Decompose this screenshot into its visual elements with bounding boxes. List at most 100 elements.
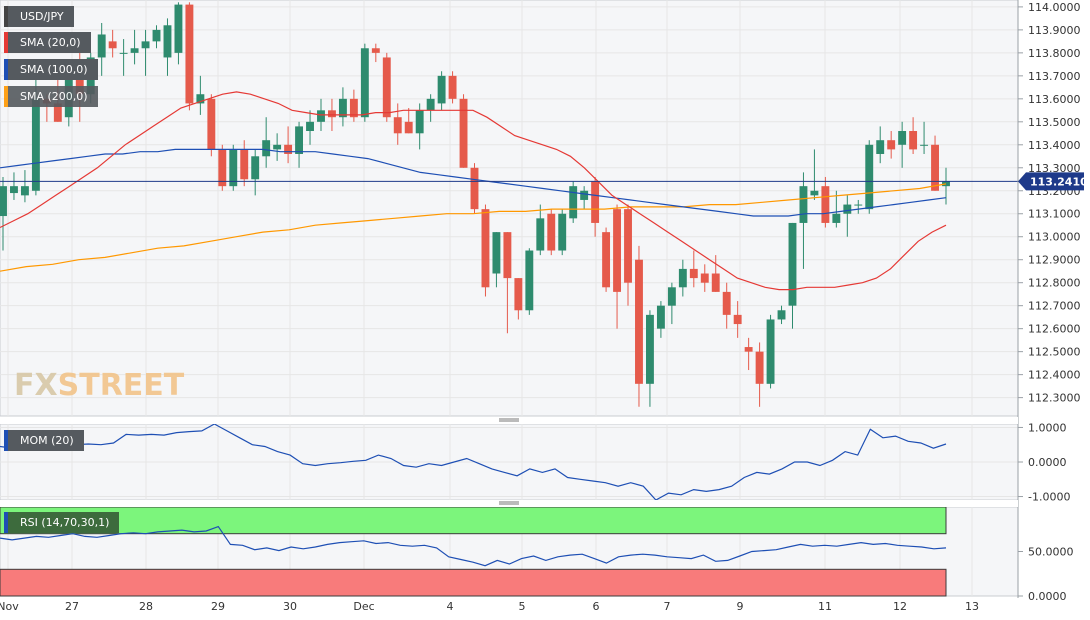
candle-body [141, 41, 150, 49]
candle-body [700, 273, 709, 283]
watermark-street: STREET [58, 368, 185, 403]
candle-body [317, 110, 325, 122]
candle-body [876, 140, 885, 154]
x-tick-label: 12 [893, 600, 907, 613]
candle-body [755, 351, 764, 384]
x-tick-label: 11 [818, 600, 832, 613]
candle-body [547, 213, 556, 251]
candle-body [404, 121, 413, 134]
candle-body [635, 259, 643, 384]
x-tick-label: 7 [664, 600, 671, 613]
y-tick-label: 113.6000 [1028, 93, 1081, 106]
x-tick-label: Nov [0, 600, 19, 613]
y-tick-label: 112.5000 [1028, 346, 1081, 359]
candle-body [207, 98, 216, 150]
candle-body [613, 209, 621, 292]
candle-body [306, 121, 314, 132]
x-tick-label: 29 [211, 600, 225, 613]
candle-body [514, 278, 523, 311]
sma200-line [0, 183, 947, 272]
candle-body [492, 232, 501, 274]
candle-body [349, 98, 358, 118]
candle-body [10, 186, 18, 194]
y-tick-label: 112.3000 [1028, 392, 1081, 405]
x-tick-label: 30 [283, 600, 297, 613]
candle-body [942, 181, 950, 187]
candle-body [360, 48, 369, 118]
candle-body [481, 209, 490, 288]
candle-body [580, 190, 589, 200]
x-tick-label: Dec [353, 600, 374, 613]
candle-body [371, 48, 380, 53]
y-tick-label: 114.0000 [1028, 1, 1081, 14]
candle-body [909, 131, 918, 150]
candle-body [810, 190, 819, 196]
y-tick-label: 112.8000 [1028, 277, 1081, 290]
candle-body [0, 186, 7, 217]
rsi-tick-label: 0.0000 [1028, 590, 1067, 603]
candle-body [799, 186, 808, 223]
svg-text:FXSTREET: FXSTREET [14, 368, 185, 403]
sma100-line [0, 148, 947, 217]
candle-body [558, 213, 567, 251]
candle-body [689, 268, 698, 279]
y-tick-label: 113.8000 [1028, 47, 1081, 60]
legend-sma200: SMA (200,0) [4, 86, 98, 107]
legend-instrument-label: USD/JPY [20, 10, 64, 23]
candle-body [75, 71, 84, 95]
y-tick-label: 113.1000 [1028, 208, 1081, 221]
x-tick-label: 28 [139, 600, 153, 613]
x-tick-label: 6 [593, 600, 600, 613]
candle-body [284, 144, 293, 154]
x-tick-label: 4 [447, 600, 454, 613]
candle-body [437, 75, 446, 104]
candle-body [295, 126, 304, 154]
candle-body [229, 149, 238, 187]
x-tick-label: 9 [737, 600, 744, 613]
candle-body [898, 131, 907, 145]
x-tick-label: 13 [965, 600, 979, 613]
candle-body [262, 140, 271, 157]
candle-body [854, 204, 863, 206]
candle-body [196, 94, 205, 104]
candle-body [152, 29, 161, 42]
mom-line [0, 423, 947, 501]
candle-body [240, 149, 249, 180]
candle-body [645, 314, 654, 384]
rsi-oversold-zone [0, 568, 947, 597]
y-tick-label: 112.9000 [1028, 254, 1081, 267]
x-tick-label: 27 [65, 600, 79, 613]
y-tick-label: 113.3000 [1028, 162, 1081, 175]
candle-body [656, 305, 665, 329]
candle-body [788, 222, 797, 306]
legend-sma20: SMA (20,0) [4, 32, 91, 53]
current-price-tag [1018, 172, 1084, 191]
fxstreet-watermark: FXSTREET [14, 368, 185, 403]
candle-body [108, 41, 117, 49]
candle-body [338, 98, 347, 118]
candle-body [777, 310, 786, 320]
candle-body [273, 144, 282, 150]
watermark-fx: FX [14, 368, 58, 403]
x-tick-label: 5 [519, 600, 526, 613]
candle-body [415, 110, 424, 134]
candle-body [887, 140, 896, 150]
mom-tick-label: -1.0000 [1028, 491, 1070, 504]
y-tick-label: 113.5000 [1028, 116, 1081, 129]
candle-body [536, 218, 545, 251]
candle-body [624, 209, 632, 283]
candle-body [185, 4, 194, 104]
legend-mom: MOM (20) [4, 430, 84, 451]
legend-sma100: SMA (100,0) [4, 59, 98, 80]
candle-body [920, 144, 929, 146]
candle-body [31, 98, 40, 191]
rsi-line [0, 525, 947, 567]
rsi-tick-label: 50.0000 [1028, 546, 1074, 559]
candle-body [97, 34, 106, 58]
legend-sma20-label: SMA (20,0) [20, 36, 81, 49]
candle-body [470, 167, 479, 210]
legend-sma100-label: SMA (100,0) [20, 63, 88, 76]
candle-body [711, 273, 720, 292]
legend-sma200-label: SMA (200,0) [20, 90, 88, 103]
